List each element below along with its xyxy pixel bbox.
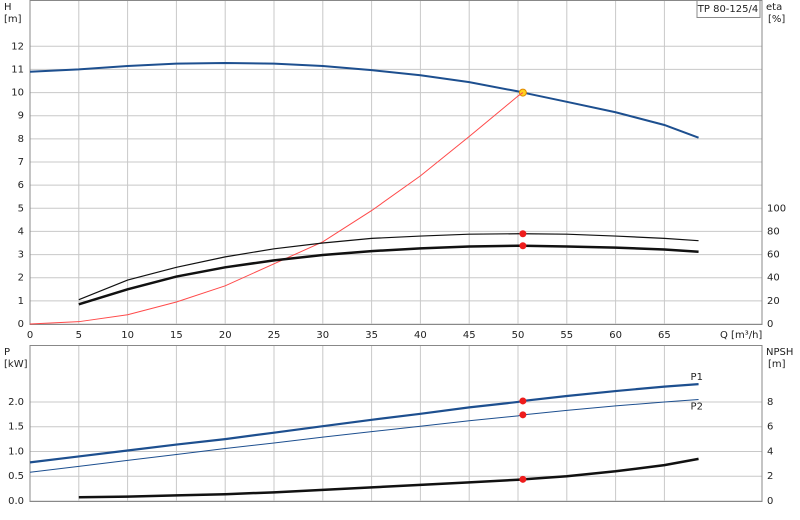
y-tick-label: 5: [18, 203, 24, 214]
y2-tick-label: 100: [767, 203, 786, 214]
chart-title: TP 80-125/4: [697, 4, 758, 15]
y-tick-label: 8: [18, 134, 24, 145]
title-box: [696, 0, 761, 18]
y-tick-label: 0.0: [8, 496, 24, 507]
series-label: P2: [691, 401, 703, 412]
y-tick-label: 12: [11, 41, 24, 52]
x-tick-label: 15: [170, 330, 183, 341]
y2-tick-label: 4: [767, 446, 773, 457]
duty-point: [519, 475, 527, 483]
curve: [29, 61, 699, 139]
x-tick-label: 40: [414, 330, 427, 341]
y2-tick-label: 80: [767, 226, 780, 237]
y-axis-unit: [kW]: [4, 359, 28, 370]
x-tick-label: 50: [512, 330, 525, 341]
curve: [29, 398, 699, 473]
y2-tick-label: 20: [767, 296, 780, 307]
y2-tick-label: 60: [767, 250, 780, 261]
y-tick-label: 4: [18, 226, 24, 237]
x-tick-label: 20: [219, 330, 232, 341]
plot-frame: [29, 0, 763, 325]
duty-point: [519, 242, 527, 250]
duty-point: [519, 411, 527, 419]
y2-tick-label: 8: [767, 397, 773, 408]
y2-axis-label: eta: [766, 2, 782, 13]
x-tick-label: 65: [658, 330, 671, 341]
x-tick-label: 25: [268, 330, 281, 341]
y2-axis-label: NPSH: [766, 347, 793, 358]
y2-tick-label: 40: [767, 273, 780, 284]
curve: [78, 457, 699, 499]
series-label: P1: [691, 372, 703, 383]
duty-point: [519, 397, 527, 405]
y-tick-label: 9: [18, 111, 24, 122]
y-tick-label: 1.0: [8, 446, 24, 457]
x-tick-label: 55: [560, 330, 573, 341]
y-tick-label: 6: [18, 180, 24, 191]
y-tick-label: 0.5: [8, 471, 24, 482]
x-tick-label: 35: [365, 330, 378, 341]
plot-frame: [29, 345, 763, 502]
x-tick-label: 0: [27, 330, 33, 341]
y-tick-label: 3: [18, 250, 24, 261]
y2-tick-label: 6: [767, 422, 773, 433]
x-axis-label: Q [m³/h]: [720, 330, 762, 341]
curve: [29, 383, 699, 464]
y2-tick-label: 2: [767, 471, 773, 482]
y2-axis-unit: [m]: [768, 359, 786, 370]
y-tick-label: 11: [11, 64, 24, 75]
y-tick-label: 7: [18, 157, 24, 168]
duty-point: [519, 230, 527, 238]
y-axis-label: H: [4, 2, 12, 13]
y-tick-label: 1: [18, 296, 24, 307]
y-tick-label: 1.5: [8, 422, 24, 433]
x-tick-label: 45: [463, 330, 476, 341]
curve: [78, 233, 699, 301]
y-axis-unit: [m]: [4, 14, 22, 25]
curve: [78, 244, 699, 306]
y2-tick-label: 0: [767, 496, 773, 507]
x-tick-label: 5: [76, 330, 82, 341]
y-tick-label: 2: [18, 273, 24, 284]
x-tick-label: 10: [121, 330, 134, 341]
curve: [29, 92, 524, 325]
x-tick-label: 60: [609, 330, 622, 341]
y-tick-label: 0: [18, 319, 24, 330]
y2-axis-unit: [%]: [768, 14, 785, 25]
y-tick-label: 10: [11, 88, 24, 99]
y2-tick-label: 0: [767, 319, 773, 330]
y-axis-label: P: [4, 347, 10, 358]
x-tick-label: 30: [316, 330, 329, 341]
y-tick-label: 2.0: [8, 397, 24, 408]
